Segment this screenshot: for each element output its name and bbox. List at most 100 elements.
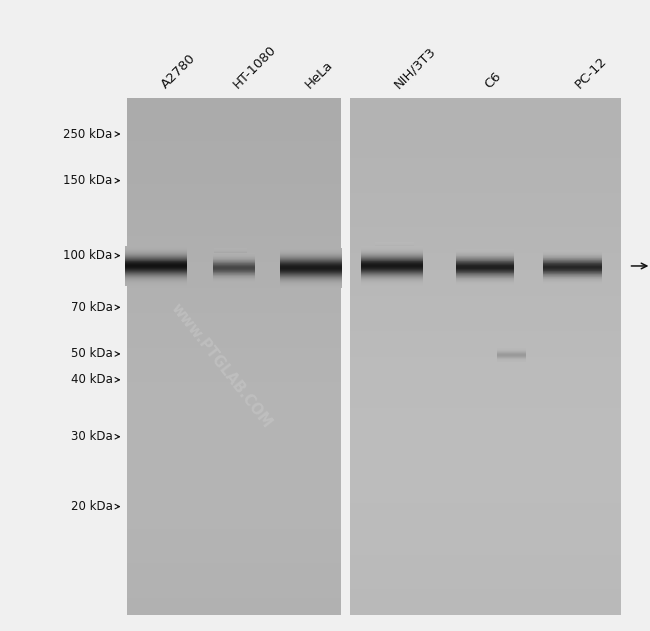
Bar [127,184,341,192]
Bar [127,158,341,167]
Bar [350,150,621,158]
Bar [350,133,621,141]
Bar [350,391,621,399]
Bar [350,460,621,469]
Bar [350,201,621,210]
Bar [127,555,341,563]
Bar [127,314,341,322]
Bar [127,529,341,538]
Bar [127,124,341,133]
Bar [127,382,341,391]
Bar [350,443,621,451]
Bar [350,331,621,339]
Bar [350,296,621,305]
Bar [350,538,621,546]
Bar [127,486,341,495]
Bar [350,451,621,460]
Bar [350,175,621,184]
Bar [350,581,621,589]
Bar [127,227,341,236]
Bar [127,572,341,581]
Bar [350,124,621,133]
Bar [350,434,621,443]
Bar [350,486,621,495]
Bar [350,589,621,598]
Bar [350,374,621,382]
Bar [350,365,621,374]
Bar [127,606,341,615]
Bar [127,434,341,443]
Bar [350,192,621,201]
Bar [127,133,341,141]
Text: 20 kDa: 20 kDa [71,500,112,513]
Bar [127,425,341,434]
Bar [127,253,341,262]
Bar [127,236,341,244]
Bar [350,322,621,331]
Bar [127,469,341,477]
Bar [350,425,621,434]
Bar [350,184,621,192]
Bar [127,563,341,572]
Text: 150 kDa: 150 kDa [63,174,112,187]
Bar [127,339,341,348]
Bar [350,167,621,175]
Bar [350,98,621,107]
Bar [127,348,341,357]
Bar [350,218,621,227]
Bar [350,158,621,167]
Bar [127,399,341,408]
Bar [127,546,341,555]
Bar [127,538,341,546]
Bar [127,305,341,314]
Bar [350,236,621,244]
Bar [127,296,341,305]
Bar [127,218,341,227]
Bar [350,115,621,124]
Bar [350,357,621,365]
Bar [127,521,341,529]
Bar [127,391,341,399]
Bar [127,167,341,175]
Bar [127,451,341,460]
Text: 40 kDa: 40 kDa [71,374,112,386]
Bar [350,107,621,115]
Bar [127,365,341,374]
Bar [127,322,341,331]
Bar [350,227,621,236]
Bar [350,305,621,314]
Bar [350,262,621,270]
Bar [127,201,341,210]
Bar [350,348,621,357]
Bar [350,477,621,486]
Bar [350,495,621,503]
Bar [350,555,621,563]
Bar [127,141,341,150]
Bar [127,150,341,158]
Text: PC-12: PC-12 [572,55,609,91]
Bar [350,408,621,417]
Bar [127,477,341,486]
Bar [127,115,341,124]
Bar [350,382,621,391]
Text: A2780: A2780 [159,52,199,91]
Bar [127,270,341,279]
Bar [350,314,621,322]
Text: HeLa: HeLa [302,59,335,91]
Bar [350,503,621,512]
Bar [350,339,621,348]
Bar [350,521,621,529]
Bar [127,589,341,598]
Text: 70 kDa: 70 kDa [71,301,112,314]
Bar [127,374,341,382]
Bar [350,572,621,581]
Bar [350,210,621,218]
Bar [127,495,341,503]
Text: 50 kDa: 50 kDa [71,348,112,360]
Bar [127,288,341,296]
Bar [127,262,341,270]
Bar [127,98,341,107]
Text: 100 kDa: 100 kDa [63,249,112,262]
Bar [350,244,621,253]
Bar [350,288,621,296]
